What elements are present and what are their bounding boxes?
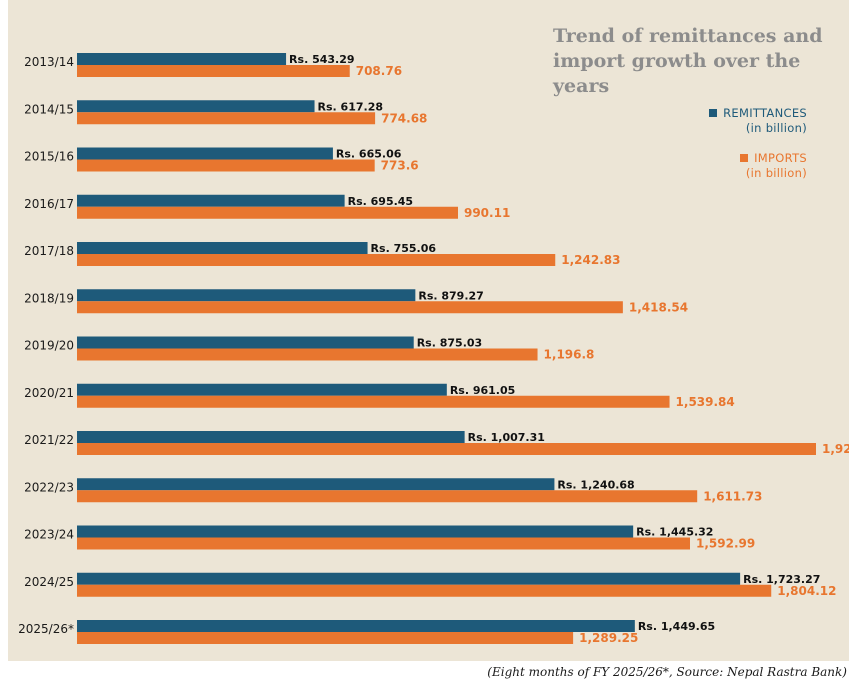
import-bar-2019-20	[77, 348, 538, 361]
remittance-value-label-2018-19: Rs. 879.27	[418, 289, 483, 302]
category-label-2013-14: 2013/14	[24, 55, 74, 69]
remittance-bar-2021-22	[77, 431, 465, 443]
import-value-label-2023-24: 1,592.99	[696, 537, 755, 551]
legend-label-imports: IMPORTS	[754, 151, 807, 165]
import-value-label-2024-25: 1,804.12	[777, 584, 836, 598]
category-label-2020-21: 2020/21	[24, 386, 74, 400]
import-value-label-2017-18: 1,242.83	[561, 253, 620, 267]
import-bar-2013-14	[77, 65, 350, 77]
category-label-2021-22: 2021/22	[24, 433, 74, 447]
import-bar-2022-23	[77, 490, 698, 503]
import-value-label-2020-21: 1,539.84	[676, 395, 735, 409]
remittance-value-label-2017-18: Rs. 755.06	[371, 242, 437, 255]
category-label-2015-16: 2015/16	[24, 150, 74, 164]
remittance-value-label-2013-14: Rs. 543.29	[289, 53, 354, 66]
import-bar-2015-16	[77, 159, 375, 172]
import-bar-2016-17	[77, 206, 458, 219]
category-label-2022-23: 2022/23	[24, 480, 74, 494]
remittance-bar-2023-24	[77, 525, 634, 538]
import-bar-2018-19	[77, 301, 623, 314]
import-bar-2020-21	[77, 395, 670, 408]
category-label-2025-26: 2025/26*	[18, 622, 74, 636]
import-value-label-2015-16: 773.6	[381, 159, 419, 173]
remittance-bar-2024-25	[77, 572, 741, 585]
import-value-label-2016-17: 990.11	[464, 206, 510, 220]
category-label-2019-20: 2019/20	[24, 339, 74, 353]
remittance-value-label-2025-26: Rs. 1,449.65	[638, 620, 715, 633]
legend-imports: IMPORTS (in billion)	[657, 151, 807, 181]
remittance-bar-2025-26	[77, 620, 635, 632]
import-value-label-2021-22: 1,920.45	[822, 442, 849, 456]
remittance-value-label-2022-23: Rs. 1,240.68	[557, 478, 634, 491]
import-value-label-2025-26: 1,289.25	[579, 631, 638, 645]
remittance-value-label-2023-24: Rs. 1,445.32	[636, 526, 713, 539]
import-value-label-2018-19: 1,418.54	[629, 300, 688, 314]
remittance-value-label-2021-22: Rs. 1,007.31	[468, 431, 545, 444]
import-bar-2021-22	[77, 443, 816, 455]
import-bar-2023-24	[77, 537, 690, 550]
remittance-value-label-2019-20: Rs. 875.03	[417, 337, 482, 350]
category-label-2024-25: 2024/25	[24, 575, 74, 589]
remittance-value-label-2024-25: Rs. 1,723.27	[743, 573, 820, 586]
import-bar-2017-18	[77, 254, 556, 266]
source-note: (Eight months of FY 2025/26*, Source: Ne…	[487, 665, 847, 679]
legend-swatch-remittances	[709, 109, 718, 117]
legend-remittances: REMITTANCES (in billion)	[657, 106, 807, 136]
legend-label-remittances: REMITTANCES	[723, 106, 807, 120]
import-value-label-2013-14: 708.76	[356, 64, 402, 78]
remittance-bar-2017-18	[77, 242, 368, 254]
remittance-bar-2018-19	[77, 289, 416, 302]
remittance-bar-2014-15	[77, 100, 315, 113]
remittance-bar-2013-14	[77, 53, 287, 65]
remittance-bar-2015-16	[77, 147, 333, 160]
remittance-bar-2020-21	[77, 383, 447, 396]
import-value-label-2014-15: 774.68	[381, 111, 427, 125]
remittance-value-label-2020-21: Rs. 961.05	[450, 384, 515, 397]
category-label-2014-15: 2014/15	[24, 102, 74, 116]
remittance-bar-2016-17	[77, 194, 345, 207]
category-label-2018-19: 2018/19	[24, 291, 74, 305]
remittance-value-label-2015-16: Rs. 665.06	[336, 148, 402, 161]
category-label-2016-17: 2016/17	[24, 197, 74, 211]
category-label-2017-18: 2017/18	[24, 244, 74, 258]
remittance-value-label-2016-17: Rs. 695.45	[348, 195, 413, 208]
chart-title: Trend of remittances and import growth o…	[553, 25, 823, 97]
import-value-label-2019-20: 1,196.8	[544, 348, 595, 362]
remittance-value-label-2014-15: Rs. 617.28	[318, 100, 383, 113]
import-bar-2014-15	[77, 112, 376, 125]
import-value-label-2022-23: 1,611.73	[703, 489, 762, 503]
category-label-2023-24: 2023/24	[24, 528, 74, 542]
import-bar-2025-26	[77, 632, 574, 644]
legend-swatch-imports	[740, 154, 749, 162]
legend-unit-imports: (in billion)	[745, 166, 807, 180]
import-bar-2024-25	[77, 584, 772, 597]
remittance-bar-2022-23	[77, 478, 555, 491]
legend-unit-remittances: (in billion)	[745, 121, 807, 135]
remittance-bar-2019-20	[77, 336, 414, 349]
